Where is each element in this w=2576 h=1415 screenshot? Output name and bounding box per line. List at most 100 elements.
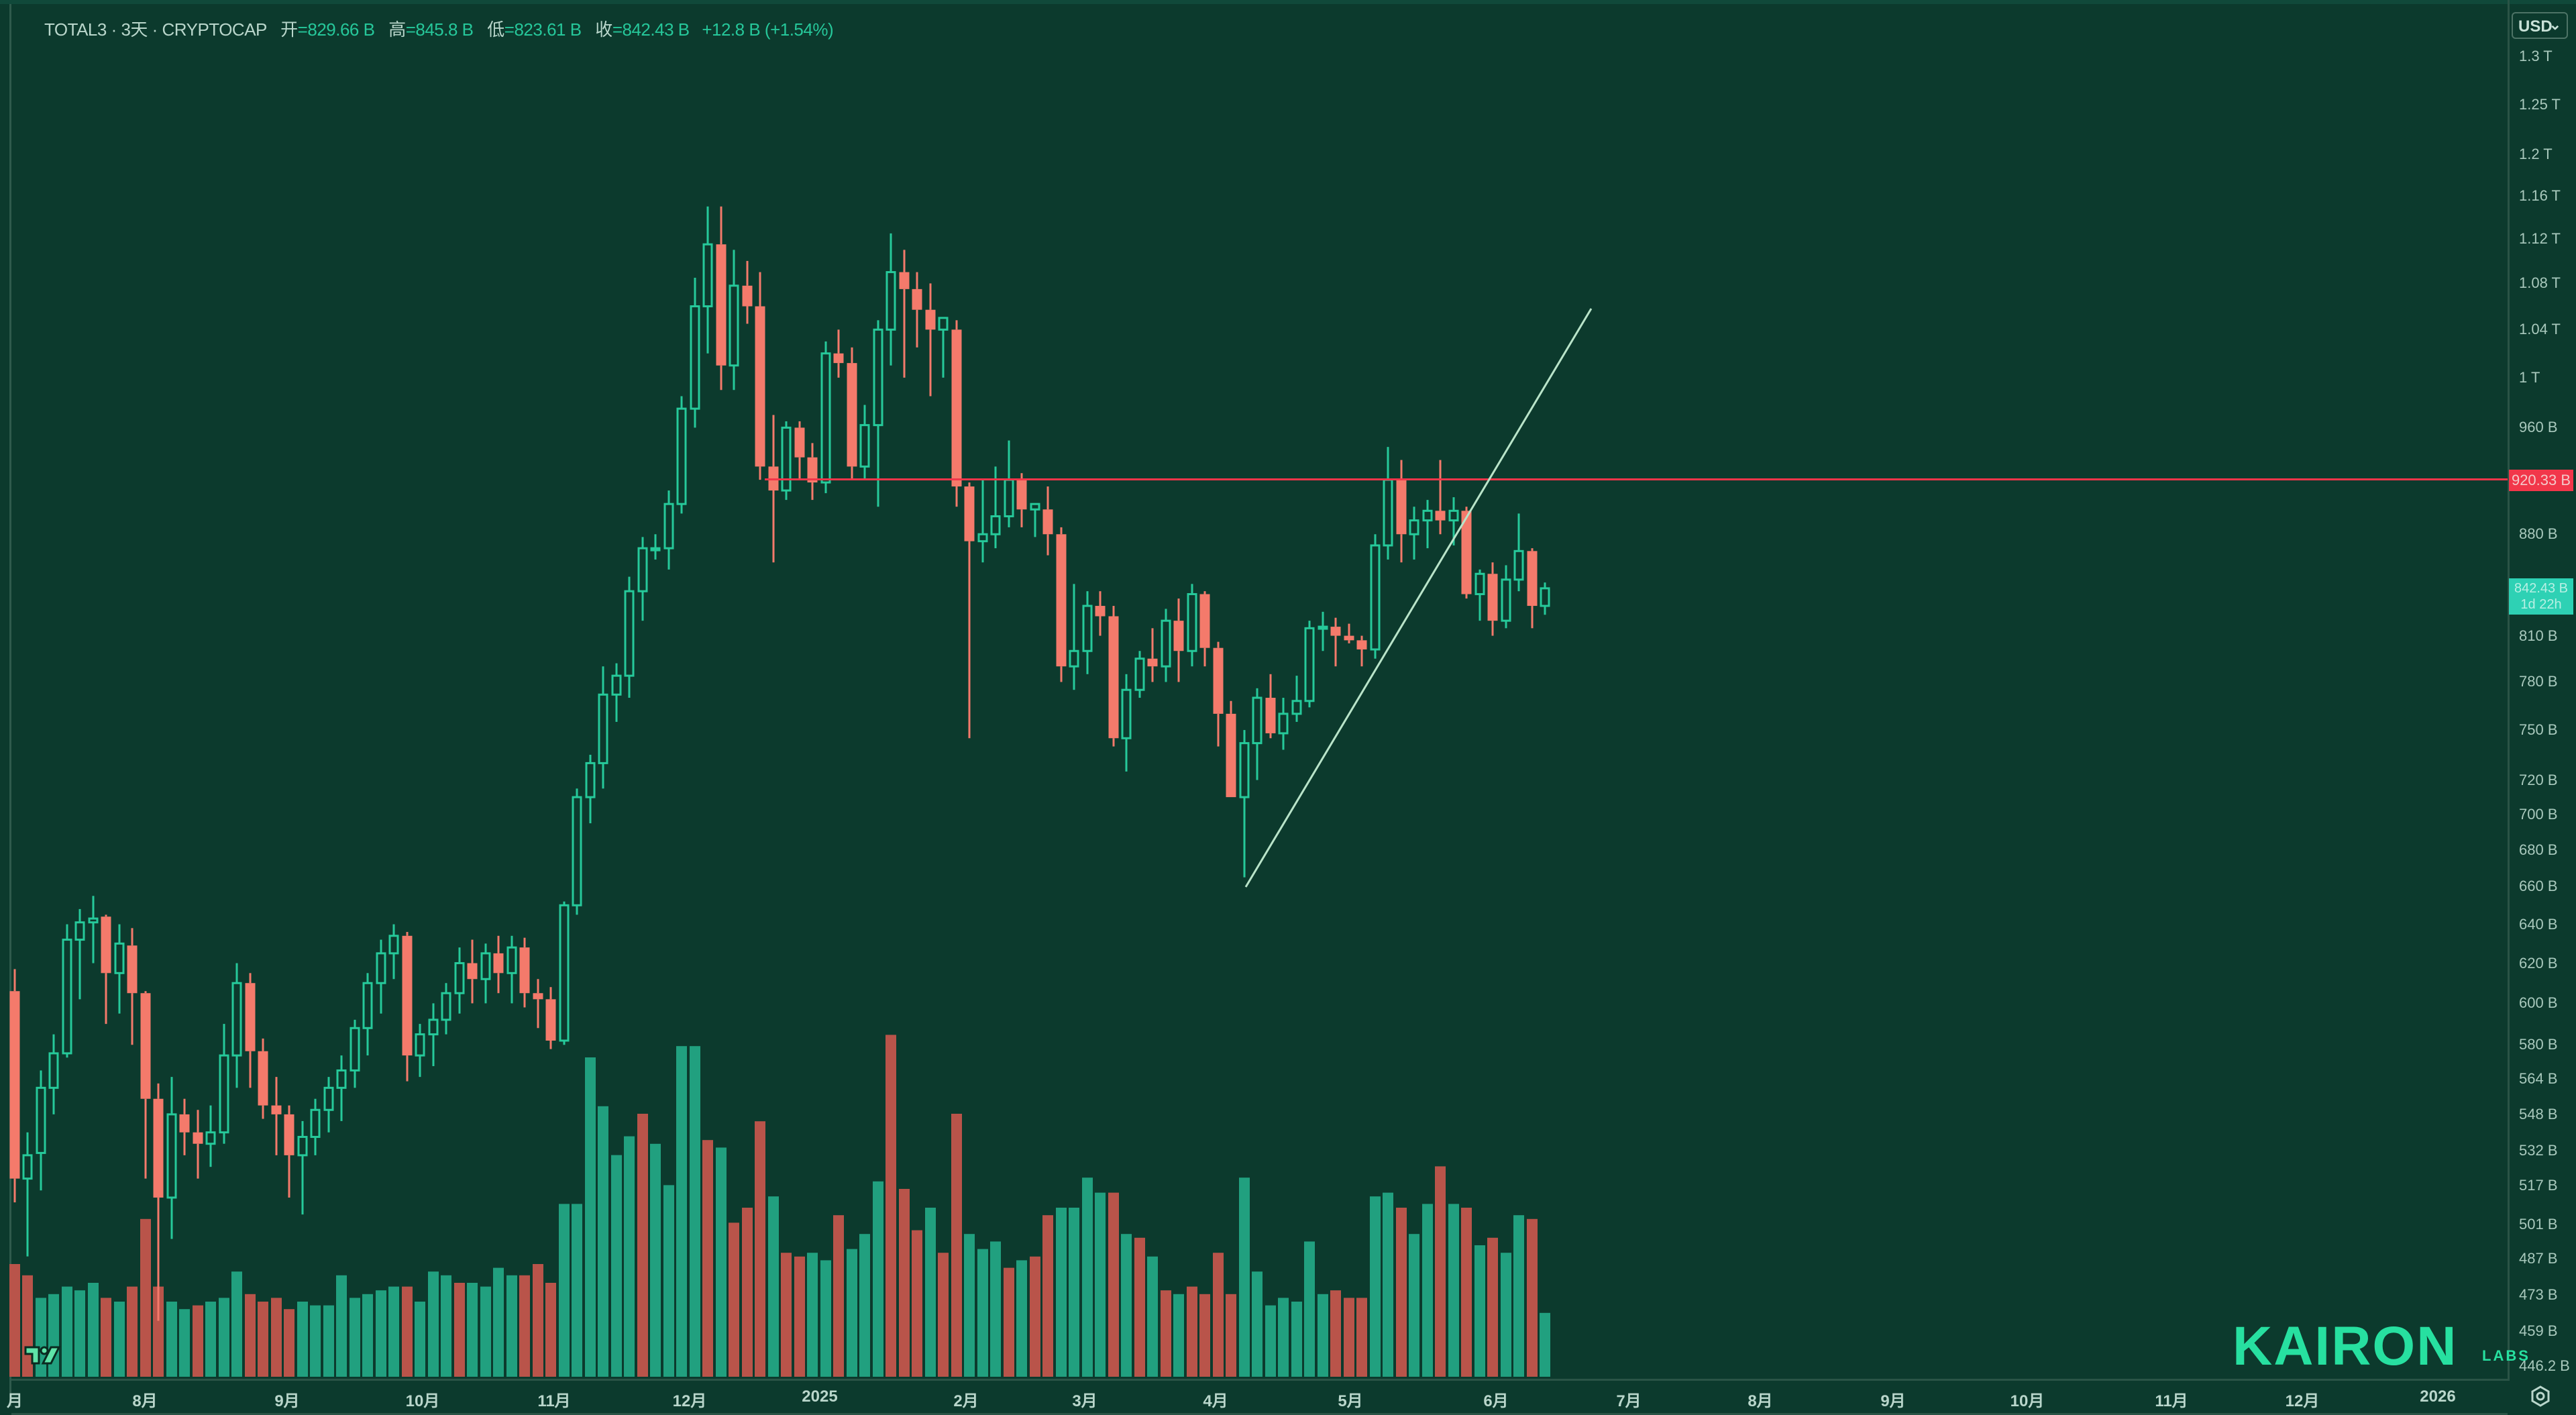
candle bbox=[951, 320, 962, 507]
open-value: 829.66 B bbox=[307, 19, 375, 40]
candle bbox=[755, 272, 765, 480]
volume-bar bbox=[271, 1298, 282, 1377]
volume-bar bbox=[545, 1283, 556, 1377]
symbol-title[interactable]: TOTAL3 · 3天 · CRYPTOCAP bbox=[44, 19, 267, 40]
volume-bar bbox=[676, 1046, 687, 1377]
candle bbox=[729, 250, 739, 390]
drawings[interactable] bbox=[765, 308, 2508, 888]
volume-bar bbox=[663, 1185, 674, 1377]
volume-bar bbox=[716, 1147, 727, 1377]
volume-bar bbox=[205, 1302, 216, 1377]
candle bbox=[271, 1077, 282, 1155]
time-tick: 10月 bbox=[405, 1392, 440, 1410]
candle bbox=[1318, 611, 1328, 651]
candle bbox=[650, 534, 661, 560]
volume-bar bbox=[781, 1253, 792, 1377]
volume-bar bbox=[231, 1271, 242, 1377]
candle bbox=[1383, 447, 1393, 560]
symbol-legend: TOTAL3 · 3天 · CRYPTOCAP 开=829.66 B 高=845… bbox=[44, 19, 834, 40]
volume-bar bbox=[284, 1309, 294, 1377]
currency-selector[interactable]: USD ⌄ bbox=[2512, 12, 2568, 39]
volume-bar bbox=[1016, 1260, 1027, 1377]
volume-bar bbox=[1278, 1298, 1289, 1377]
volume-bar bbox=[650, 1143, 661, 1377]
volume-bar bbox=[376, 1290, 386, 1377]
candle bbox=[1056, 527, 1067, 682]
candle bbox=[585, 754, 596, 824]
volume-bar bbox=[1173, 1294, 1184, 1377]
candle bbox=[977, 480, 988, 563]
candle bbox=[1330, 617, 1341, 667]
candle bbox=[624, 576, 635, 698]
volume-bar bbox=[1540, 1312, 1550, 1377]
price-tick: 750 B bbox=[2519, 721, 2558, 739]
candle bbox=[415, 1024, 425, 1078]
volume-bar bbox=[467, 1283, 478, 1377]
candle bbox=[611, 663, 622, 722]
candle bbox=[1422, 500, 1433, 549]
volume-bar bbox=[258, 1302, 268, 1377]
time-tick: 11月 bbox=[2155, 1392, 2188, 1410]
candle bbox=[794, 421, 805, 480]
candle bbox=[101, 914, 111, 1025]
volume-bar bbox=[572, 1204, 582, 1377]
time-tick: 8月 bbox=[132, 1392, 158, 1410]
kairon-logo: KAIRON bbox=[2233, 1316, 2458, 1377]
candle bbox=[284, 1105, 294, 1198]
volume-bar bbox=[873, 1181, 883, 1377]
volume-bar bbox=[388, 1286, 399, 1377]
price-tick: 720 B bbox=[2519, 771, 2558, 788]
price-axis[interactable]: 1.3 T 1.25 T 1.2 T 1.16 T 1.12 T 1.08 T 1.04 T… bbox=[2508, 0, 2576, 1381]
volume-bar bbox=[1513, 1215, 1524, 1377]
volume-bar bbox=[833, 1215, 844, 1377]
settings-icon[interactable] bbox=[2529, 1385, 2552, 1408]
price-tick: 620 B bbox=[2519, 954, 2558, 972]
candle bbox=[1030, 503, 1040, 537]
volume-bar bbox=[1304, 1241, 1315, 1377]
candle bbox=[1173, 598, 1184, 682]
volume-bar bbox=[990, 1241, 1001, 1377]
time-axis[interactable]: 月 8月 9月 10月 11月 12月 2025 2月 3月 4月 5月 6月 7月 8月 9月 10月 11月… bbox=[7, 1379, 2508, 1415]
volume-bar bbox=[859, 1234, 870, 1377]
trendline[interactable] bbox=[1244, 308, 1593, 888]
candle bbox=[781, 421, 792, 501]
volume-bar bbox=[1095, 1192, 1106, 1377]
volume-bar bbox=[1344, 1298, 1354, 1377]
candle bbox=[1226, 700, 1236, 798]
volume-bar bbox=[1487, 1237, 1498, 1377]
price-chart-canvas[interactable] bbox=[0, 0, 2508, 1379]
candle bbox=[231, 963, 242, 1088]
volume-bar bbox=[493, 1267, 504, 1377]
top-border bbox=[0, 0, 2576, 4]
candle bbox=[1435, 460, 1446, 535]
time-tick: 3月 bbox=[1072, 1392, 1097, 1410]
time-tick: 2025 bbox=[802, 1387, 838, 1406]
volume-bar bbox=[1056, 1208, 1067, 1377]
candle bbox=[74, 908, 85, 1000]
candle bbox=[1448, 497, 1459, 545]
price-tick: 1.25 T bbox=[2519, 95, 2561, 113]
candle bbox=[925, 283, 936, 397]
volume-bar bbox=[193, 1305, 203, 1377]
volume-bar bbox=[1108, 1192, 1119, 1377]
price-tick: 660 B bbox=[2519, 878, 2558, 895]
volume-bar bbox=[598, 1106, 608, 1377]
candle bbox=[1501, 565, 1511, 629]
time-tick: 9月 bbox=[1880, 1392, 1906, 1410]
time-tick: 12月 bbox=[672, 1392, 707, 1410]
price-tick: 532 B bbox=[2519, 1141, 2558, 1159]
price-tick: 640 B bbox=[2519, 915, 2558, 933]
candle bbox=[62, 924, 72, 1058]
candle bbox=[140, 991, 151, 1179]
volume-bar bbox=[1448, 1204, 1459, 1377]
tradingview-logo-icon[interactable] bbox=[23, 1343, 62, 1367]
candle bbox=[1370, 534, 1381, 659]
volume-bar bbox=[140, 1218, 151, 1377]
candle bbox=[964, 482, 975, 739]
volume-bar bbox=[1527, 1218, 1538, 1377]
candle bbox=[1487, 562, 1498, 636]
volume-bar bbox=[441, 1275, 451, 1377]
volume-bar bbox=[977, 1249, 988, 1377]
volume-bar bbox=[219, 1298, 229, 1377]
candle bbox=[938, 317, 949, 378]
